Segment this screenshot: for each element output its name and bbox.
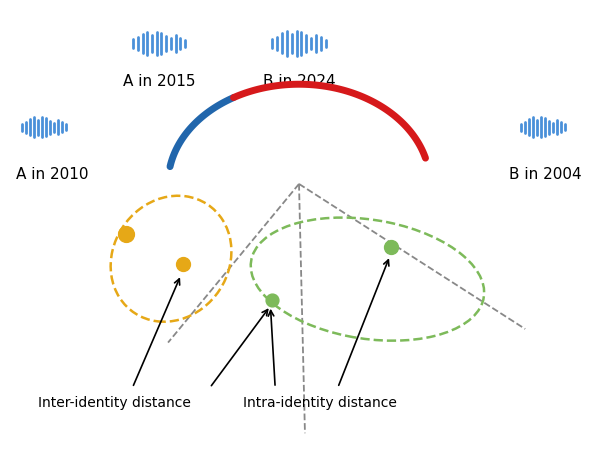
Text: B in 2024: B in 2024 (263, 74, 335, 89)
Text: Inter-identity distance: Inter-identity distance (38, 395, 191, 409)
Text: A in 2010: A in 2010 (16, 167, 89, 182)
Point (178, 261, 188, 268)
Text: B in 2004: B in 2004 (509, 167, 582, 182)
Text: Intra-identity distance: Intra-identity distance (243, 395, 396, 409)
Point (386, 244, 396, 252)
Text: A in 2015: A in 2015 (123, 74, 196, 89)
Point (267, 297, 277, 304)
Point (121, 231, 131, 238)
